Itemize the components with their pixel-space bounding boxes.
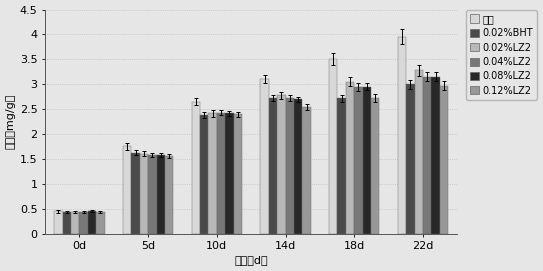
Bar	[346, 82, 354, 234]
Bar	[233, 114, 242, 234]
Bar	[363, 87, 371, 234]
Bar	[277, 95, 286, 234]
Bar	[225, 113, 233, 234]
Bar	[54, 211, 62, 234]
Bar	[192, 102, 200, 234]
Bar	[217, 113, 225, 234]
Bar	[431, 77, 440, 234]
Bar	[200, 115, 209, 234]
Bar	[165, 156, 173, 234]
Bar	[423, 77, 431, 234]
X-axis label: 时间（d）: 时间（d）	[235, 256, 268, 265]
Bar	[148, 155, 156, 234]
Bar	[286, 98, 294, 234]
Bar	[329, 59, 338, 234]
Bar	[415, 70, 423, 234]
Bar	[131, 153, 140, 234]
Bar	[79, 212, 88, 234]
Bar	[140, 154, 148, 234]
Bar	[156, 156, 165, 234]
Bar	[269, 98, 277, 234]
Bar	[123, 147, 131, 234]
Bar	[71, 212, 79, 234]
Bar	[294, 99, 302, 234]
Bar	[302, 107, 311, 234]
Bar	[209, 113, 217, 234]
Bar	[96, 212, 105, 234]
Bar	[398, 37, 406, 234]
Bar	[440, 86, 448, 234]
Y-axis label: 酸价（mg/g）: 酸价（mg/g）	[5, 94, 16, 149]
Bar	[371, 98, 380, 234]
Bar	[406, 84, 415, 234]
Bar	[338, 98, 346, 234]
Legend: 空白, 0.02%BHT, 0.02%LZ2, 0.04%LZ2, 0.08%LZ2, 0.12%LZ2: 空白, 0.02%BHT, 0.02%LZ2, 0.04%LZ2, 0.08%L…	[466, 10, 538, 99]
Bar	[261, 79, 269, 234]
Bar	[354, 87, 363, 234]
Bar	[88, 211, 96, 234]
Bar	[62, 212, 71, 234]
